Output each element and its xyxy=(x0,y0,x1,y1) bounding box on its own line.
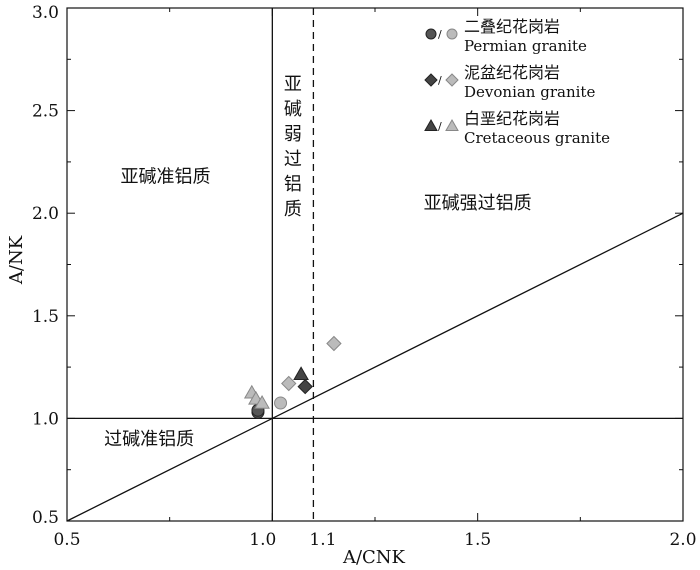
y-tick-label: 2.5 xyxy=(32,102,59,122)
legend-label-en: Cretaceous granite xyxy=(464,129,610,147)
region-label-char: 过 xyxy=(284,149,302,170)
region-label-char: 碱 xyxy=(284,99,302,120)
x-axis-label: A/CNK xyxy=(342,547,406,568)
region-label-char: 铝 xyxy=(284,174,302,195)
y-tick-label: 3.0 xyxy=(32,3,59,23)
legend-label: 泥盆纪花岗岩 xyxy=(464,63,560,82)
legend-label: 二叠纪花岗岩 xyxy=(464,17,560,36)
legend-label-en: Devonian granite xyxy=(464,83,595,101)
axis-ticks xyxy=(66,7,684,522)
data-point-circle-light xyxy=(274,396,288,410)
region-label-char: 弱 xyxy=(284,124,302,145)
legend-marker-triangle-light xyxy=(445,118,459,131)
data-point-diamond-dark xyxy=(297,378,313,395)
x-tick-label: 2.0 xyxy=(669,530,696,550)
legend-marker-diamond-dark xyxy=(424,73,438,87)
legend-separator: / xyxy=(438,74,442,87)
data-point-triangle-dark xyxy=(293,366,309,381)
legend-marker-diamond-light xyxy=(445,73,459,87)
data-point-diamond-light xyxy=(326,335,342,352)
x-tick-label: 1.0 xyxy=(249,530,276,550)
y-tick-label: 1.5 xyxy=(32,307,59,327)
x-tick-label: 1.1 xyxy=(309,530,336,550)
region-label-char: 亚 xyxy=(284,74,302,95)
x-tick-label: 1.5 xyxy=(464,530,491,550)
legend-label: 白垩纪花岗岩 xyxy=(464,109,560,128)
legend-marker-circle-dark xyxy=(425,28,437,40)
data-point-diamond-light xyxy=(281,375,297,392)
reference-line-line xyxy=(66,212,684,522)
data-point-triangle-light xyxy=(254,395,270,409)
y-tick-label: 1.0 xyxy=(32,409,59,429)
region-label-strong-peraluminous: 亚碱强过铝质 xyxy=(424,193,532,214)
tick-labels: 0.5 1.0 1.1 1.5 2.0 0.5 1.0 1.5 2.0 2.5 3.0 xyxy=(32,3,697,550)
legend-separator: / xyxy=(438,120,442,133)
legend-marker-circle-light xyxy=(446,28,458,40)
reference-lines xyxy=(66,8,684,522)
y-tick-label: 0.5 xyxy=(32,508,59,528)
region-label-peralkaline: 过碱准铝质 xyxy=(104,429,194,450)
y-axis-label: A/NK xyxy=(6,235,27,285)
data-points xyxy=(243,335,342,419)
region-label-char: 质 xyxy=(284,199,302,220)
region-label-metaluminous: 亚碱准铝质 xyxy=(121,166,211,187)
y-tick-label: 2.0 xyxy=(32,204,59,224)
legend-label-en: Permian granite xyxy=(464,37,587,55)
legend-marker-triangle-dark xyxy=(424,118,438,131)
legend-separator: / xyxy=(438,28,442,41)
x-tick-label: 0.5 xyxy=(53,530,80,550)
